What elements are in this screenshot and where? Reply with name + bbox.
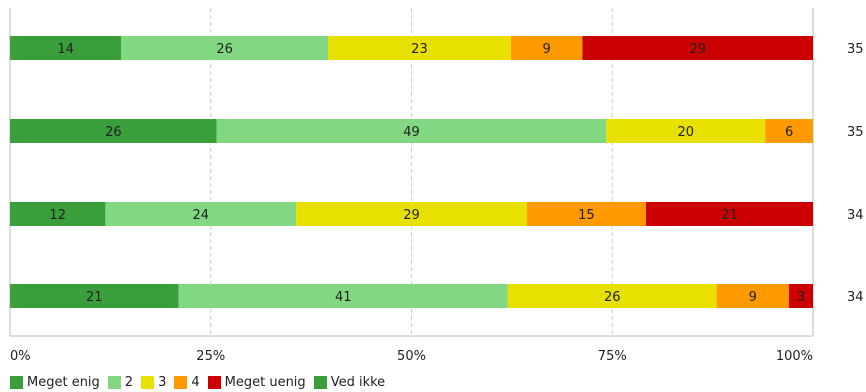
bar-segment-label: 9: [543, 42, 551, 57]
legend-swatch: [107, 375, 121, 389]
x-tick-label: 75%: [598, 349, 627, 364]
bar-segment: [646, 202, 813, 226]
stacked-bar-chart: 14 26 23 9 29 35 26 49 20 6 35 12 24 29 15 21 34 21 41 26 9 3…: [9, 8, 864, 364]
legend-item: 2: [107, 374, 134, 390]
bar-segment: [178, 284, 508, 308]
bar-segment-label: 20: [678, 125, 695, 140]
bar-segment-label: 12: [49, 208, 66, 223]
legend-label: 2: [124, 374, 134, 390]
bar-segment: [507, 284, 717, 308]
bar-segment-label: 29: [689, 42, 706, 57]
x-tick-label: 100%: [776, 349, 813, 364]
bar-segment-label: 26: [604, 290, 621, 305]
bar-segment-label: 6: [785, 125, 793, 140]
x-tick-label: 50%: [397, 349, 426, 364]
bar-segment: [10, 284, 179, 308]
bar-segment: [105, 202, 297, 226]
bar-segment: [606, 119, 766, 143]
bar-segment-label: 3: [797, 290, 805, 305]
bar-segment-label: 21: [721, 208, 738, 223]
legend-label: Ved ikke: [330, 374, 386, 390]
legend-item: Meget uenig: [207, 374, 306, 390]
x-tick-label: 25%: [196, 349, 225, 364]
legend-label: Meget uenig: [224, 374, 306, 390]
bar-segment-label: 24: [193, 208, 210, 223]
bar-segment-label: 15: [578, 208, 595, 223]
row-total-label: 34: [847, 208, 864, 223]
legend-item: 3: [141, 375, 166, 390]
bar-segment: [296, 202, 527, 226]
bar-segment: [216, 119, 607, 143]
bar-segment: [716, 284, 789, 308]
legend-swatch: [141, 375, 155, 389]
bar-segment-label: 14: [57, 42, 74, 57]
legend-item: Meget enig: [10, 375, 100, 390]
legend-swatch: [174, 375, 188, 389]
bar-segment: [582, 36, 813, 60]
row-total-label: 34: [847, 290, 864, 305]
bar-segment: [788, 284, 813, 308]
bar-segment-label: 41: [335, 290, 352, 305]
bar-segment-label: 9: [749, 290, 757, 305]
bar-segment-label: 49: [403, 125, 420, 140]
legend-label: 4: [191, 374, 200, 390]
legend-swatch: [207, 375, 221, 389]
x-tick-label: 0%: [10, 349, 31, 364]
bar-segment-label: 23: [411, 42, 428, 57]
legend-swatch: [313, 375, 327, 389]
bar-segment: [510, 36, 583, 60]
bar-segment: [328, 36, 511, 60]
row-total-label: 35: [847, 42, 864, 57]
bar-segment-label: 26: [105, 125, 122, 140]
bar-segment-label: 29: [403, 208, 420, 223]
legend-item: Ved ikke: [313, 374, 386, 390]
bar-segment: [526, 202, 647, 226]
bar-segment: [10, 202, 106, 226]
bar-segment: [10, 119, 217, 143]
chart-legend: Meget enig 2 3 4 Meget uenig Ved ikke: [10, 373, 393, 391]
legend-label: 3: [158, 374, 167, 390]
bar-segment-label: 26: [216, 42, 233, 57]
bar-segment-label: 21: [86, 290, 103, 305]
legend-item: 4: [174, 374, 200, 390]
bar-segment: [121, 36, 329, 60]
bar-segment: [10, 36, 122, 60]
legend-swatch: [10, 375, 23, 389]
bar-segment: [765, 119, 813, 143]
row-total-label: 35: [847, 125, 864, 140]
legend-label: Meget enig: [27, 374, 100, 390]
